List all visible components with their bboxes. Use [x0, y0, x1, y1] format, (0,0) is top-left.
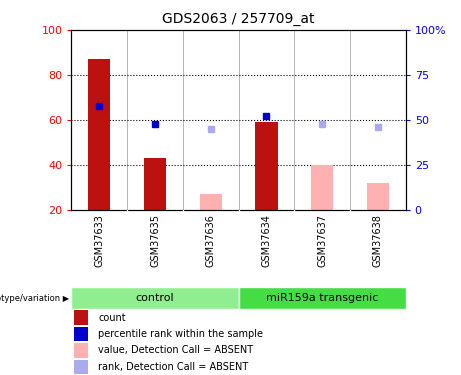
Bar: [238, 30, 294, 210]
Bar: [294, 30, 350, 210]
Text: GSM37635: GSM37635: [150, 214, 160, 267]
Bar: [88, 59, 111, 210]
Text: GSM37637: GSM37637: [317, 214, 327, 267]
Bar: [74, 327, 88, 341]
Text: rank, Detection Call = ABSENT: rank, Detection Call = ABSENT: [98, 362, 248, 372]
Bar: [74, 360, 88, 374]
Text: miR159a transgenic: miR159a transgenic: [266, 293, 378, 303]
Bar: [144, 158, 166, 210]
FancyBboxPatch shape: [71, 287, 239, 309]
Bar: [255, 122, 278, 210]
Bar: [200, 194, 222, 210]
Bar: [366, 183, 389, 210]
Text: control: control: [136, 293, 174, 303]
Bar: [127, 30, 183, 210]
Text: GSM37634: GSM37634: [261, 214, 272, 267]
Text: value, Detection Call = ABSENT: value, Detection Call = ABSENT: [98, 345, 253, 355]
Text: count: count: [98, 313, 126, 322]
Bar: [71, 30, 127, 210]
Bar: [311, 165, 333, 210]
Bar: [74, 310, 88, 325]
Bar: [350, 30, 406, 210]
Bar: [74, 343, 88, 358]
Text: genotype/variation ▶: genotype/variation ▶: [0, 294, 69, 303]
Bar: [183, 30, 238, 210]
Text: percentile rank within the sample: percentile rank within the sample: [98, 329, 263, 339]
FancyBboxPatch shape: [239, 287, 406, 309]
Text: GSM37638: GSM37638: [373, 214, 383, 267]
Text: GSM37633: GSM37633: [95, 214, 104, 267]
Text: GSM37636: GSM37636: [206, 214, 216, 267]
Title: GDS2063 / 257709_at: GDS2063 / 257709_at: [162, 12, 315, 26]
